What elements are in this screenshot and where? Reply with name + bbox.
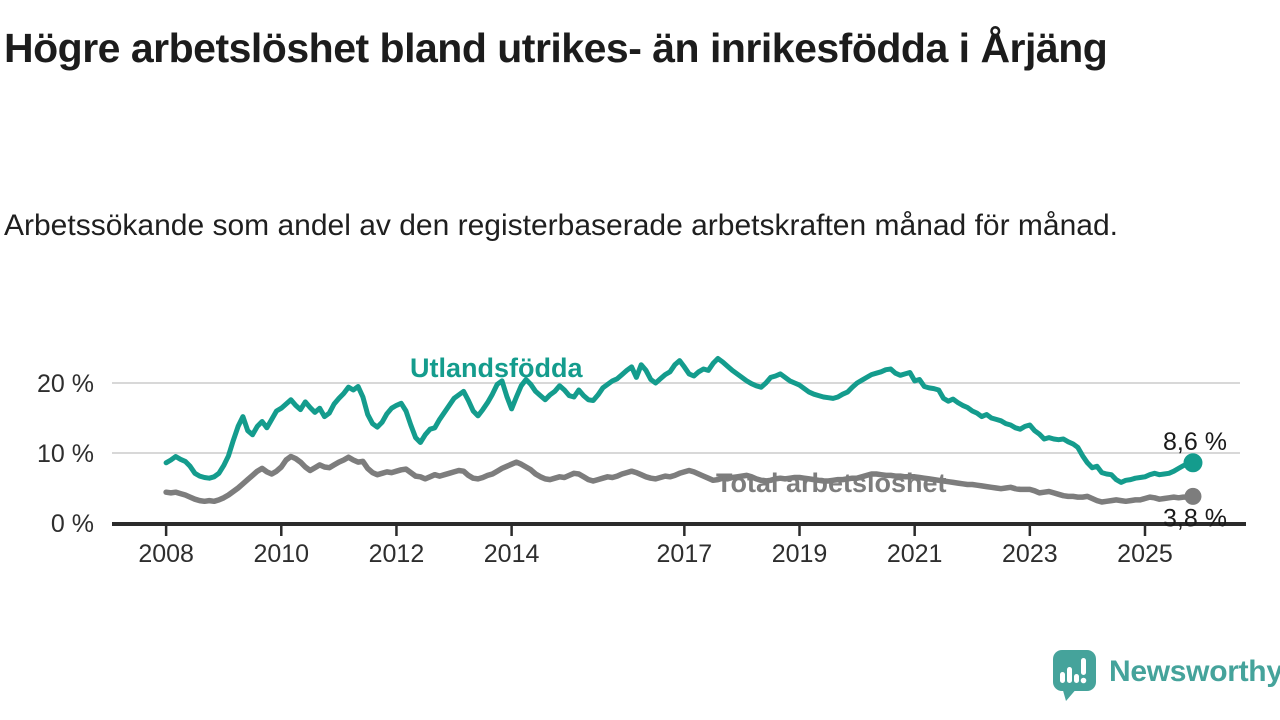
y-axis-tick-label: 20 % bbox=[37, 370, 94, 398]
x-axis-tick-label: 2021 bbox=[887, 540, 943, 568]
newsworthy-logo-icon bbox=[1053, 650, 1096, 701]
series-end-dot-total bbox=[1184, 487, 1202, 505]
end-value-label-foreign-born: 8,6 % bbox=[1163, 428, 1227, 456]
page-subtitle: Arbetssökande som andel av den registerb… bbox=[4, 209, 1118, 242]
page-title: Högre arbetslöshet bland utrikes- än inr… bbox=[4, 25, 1108, 71]
x-axis-tick-label: 2008 bbox=[138, 540, 194, 568]
series-label-foreign-born: Utlandsfödda bbox=[410, 353, 583, 383]
series-line-total bbox=[163, 453, 1196, 505]
x-axis-tick-label: 2019 bbox=[772, 540, 828, 568]
series-line-foreign-born bbox=[163, 356, 1196, 485]
newsworthy-logo: Newsworthy bbox=[1052, 649, 1280, 702]
x-axis-tick-label: 2014 bbox=[484, 540, 540, 568]
y-axis-tick-label: 0 % bbox=[51, 510, 94, 538]
x-axis-tick-label: 2017 bbox=[657, 540, 713, 568]
x-axis-tick-label: 2012 bbox=[369, 540, 425, 568]
x-axis-tick-label: 2025 bbox=[1117, 540, 1173, 568]
series-end-dot-foreign-born bbox=[1183, 453, 1203, 473]
newsworthy-logo-text: Newsworthy bbox=[1109, 654, 1280, 688]
x-axis-tick-label: 2010 bbox=[253, 540, 309, 568]
unemployment-line-chart: 0 % 10 % 20 % 2008 2010 2012 2014 2017 2019 2021 2… bbox=[37, 353, 1246, 568]
end-value-label-total: 3,8 % bbox=[1163, 504, 1227, 532]
series-label-total: Total arbetslöshet bbox=[716, 468, 947, 498]
x-axis-tick-label: 2023 bbox=[1002, 540, 1058, 568]
y-axis-tick-label: 10 % bbox=[37, 440, 94, 468]
